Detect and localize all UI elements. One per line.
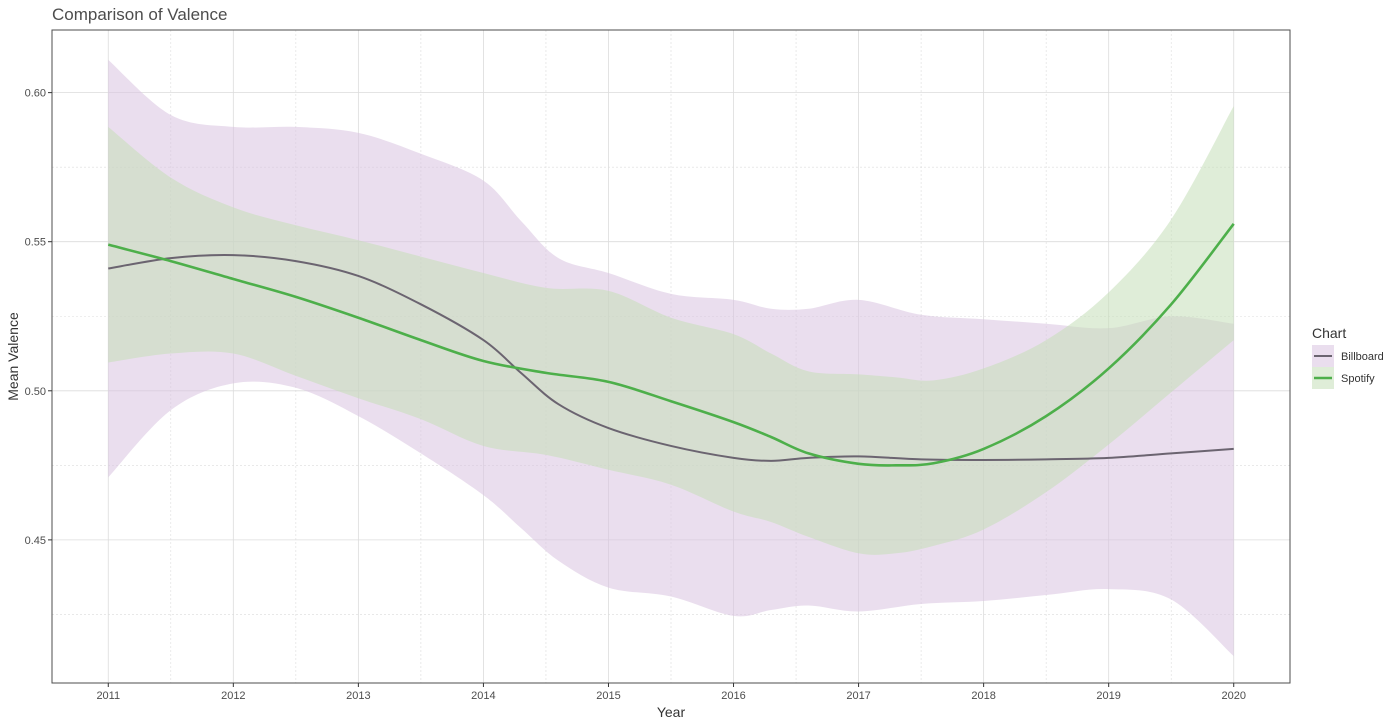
x-tick-label: 2013: [346, 690, 370, 702]
x-tick-label: 2015: [596, 690, 620, 702]
x-tick-label: 2020: [1221, 690, 1245, 702]
x-tick-label: 2011: [96, 690, 120, 702]
x-tick-label: 2012: [221, 690, 245, 702]
y-axis: 0.45 0.50 0.55 0.60: [25, 88, 52, 547]
series-line-billboard: [108, 254, 1234, 462]
x-tick-label: 2014: [471, 690, 495, 702]
x-tick-label: 2018: [971, 690, 995, 702]
x-tick-label: 2016: [721, 690, 745, 702]
confidence-bands: [108, 59, 1234, 657]
x-axis-title: Year: [657, 704, 686, 720]
series-line-spotify: [107, 223, 1235, 467]
legend-items: Billboard Spotify: [1312, 345, 1384, 389]
confidence-band-spotify: [108, 106, 1234, 555]
y-axis-title: Mean Valence: [5, 312, 21, 401]
plot-panel-border: [51, 29, 1291, 684]
legend: Chart Billboard Spotify: [1312, 325, 1384, 389]
chart-title: Comparison of Valence: [52, 5, 227, 24]
y-tick-label: 0.55: [25, 237, 46, 249]
x-tick-label: 2017: [846, 690, 870, 702]
legend-label-billboard: Billboard: [1341, 351, 1384, 363]
series-lines: [107, 223, 1235, 467]
x-axis: 2011 2012 2013 2014 2015 2016 2017 2018 2019 2020: [96, 683, 1246, 702]
y-tick-label: 0.50: [25, 386, 46, 398]
legend-title: Chart: [1312, 325, 1346, 341]
legend-label-spotify: Spotify: [1341, 373, 1375, 385]
y-tick-label: 0.45: [25, 535, 46, 547]
x-tick-label: 2019: [1096, 690, 1120, 702]
y-tick-label: 0.60: [25, 88, 46, 100]
